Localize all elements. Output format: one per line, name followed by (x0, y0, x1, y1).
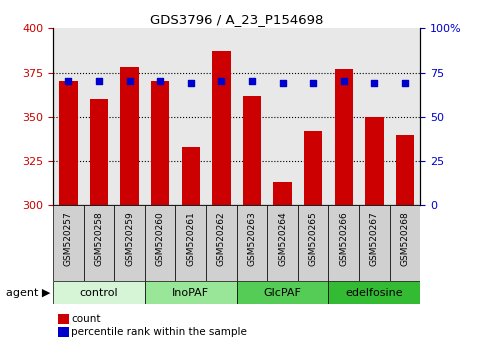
Text: percentile rank within the sample: percentile rank within the sample (71, 327, 247, 337)
Bar (175, 205, 206, 281)
Point (156, 79, 164, 84)
Bar (237, 281, 328, 304)
Bar (328, 281, 420, 304)
Bar (145, 281, 237, 304)
Bar (206, 205, 237, 281)
Bar (182, 147, 200, 205)
Bar (237, 205, 267, 281)
Title: GDS3796 / A_23_P154698: GDS3796 / A_23_P154698 (150, 13, 323, 26)
Bar (145, 205, 175, 281)
Text: GSM520263: GSM520263 (247, 211, 256, 266)
Text: GSM520264: GSM520264 (278, 211, 287, 266)
Bar (365, 117, 384, 205)
Bar (273, 182, 292, 205)
Text: agent ▶: agent ▶ (6, 288, 51, 298)
Bar (304, 131, 322, 205)
Text: GlcPAF: GlcPAF (264, 288, 301, 298)
Bar (267, 205, 298, 281)
Bar (84, 205, 114, 281)
Point (95, 79, 103, 84)
Text: GSM520267: GSM520267 (370, 211, 379, 266)
Text: count: count (71, 314, 101, 324)
Bar (90, 99, 108, 205)
Point (217, 79, 225, 84)
Bar (114, 205, 145, 281)
Point (126, 79, 133, 84)
Point (401, 80, 409, 86)
Point (279, 80, 286, 86)
Text: InoPAF: InoPAF (172, 288, 209, 298)
Text: control: control (80, 288, 118, 298)
Text: GSM520266: GSM520266 (339, 211, 348, 266)
Text: GSM520261: GSM520261 (186, 211, 195, 266)
Bar (53, 281, 145, 304)
Point (309, 80, 317, 86)
Text: GSM520259: GSM520259 (125, 211, 134, 266)
Text: edelfosine: edelfosine (345, 288, 403, 298)
Point (248, 79, 256, 84)
Bar (59, 81, 78, 205)
Bar (53, 205, 84, 281)
Text: GSM520265: GSM520265 (309, 211, 318, 266)
Bar (335, 69, 353, 205)
Bar (396, 135, 414, 205)
Text: GSM520258: GSM520258 (95, 211, 103, 266)
Bar (390, 205, 420, 281)
Bar (120, 67, 139, 205)
Bar (212, 51, 230, 205)
Text: GSM520260: GSM520260 (156, 211, 165, 266)
Point (187, 80, 195, 86)
Bar (298, 205, 328, 281)
Bar (328, 205, 359, 281)
Point (340, 79, 348, 84)
Point (370, 80, 378, 86)
Text: GSM520268: GSM520268 (400, 211, 410, 266)
Bar (243, 96, 261, 205)
Bar (151, 81, 170, 205)
Point (65, 79, 72, 84)
Text: GSM520262: GSM520262 (217, 211, 226, 266)
Bar (359, 205, 390, 281)
Text: GSM520257: GSM520257 (64, 211, 73, 266)
